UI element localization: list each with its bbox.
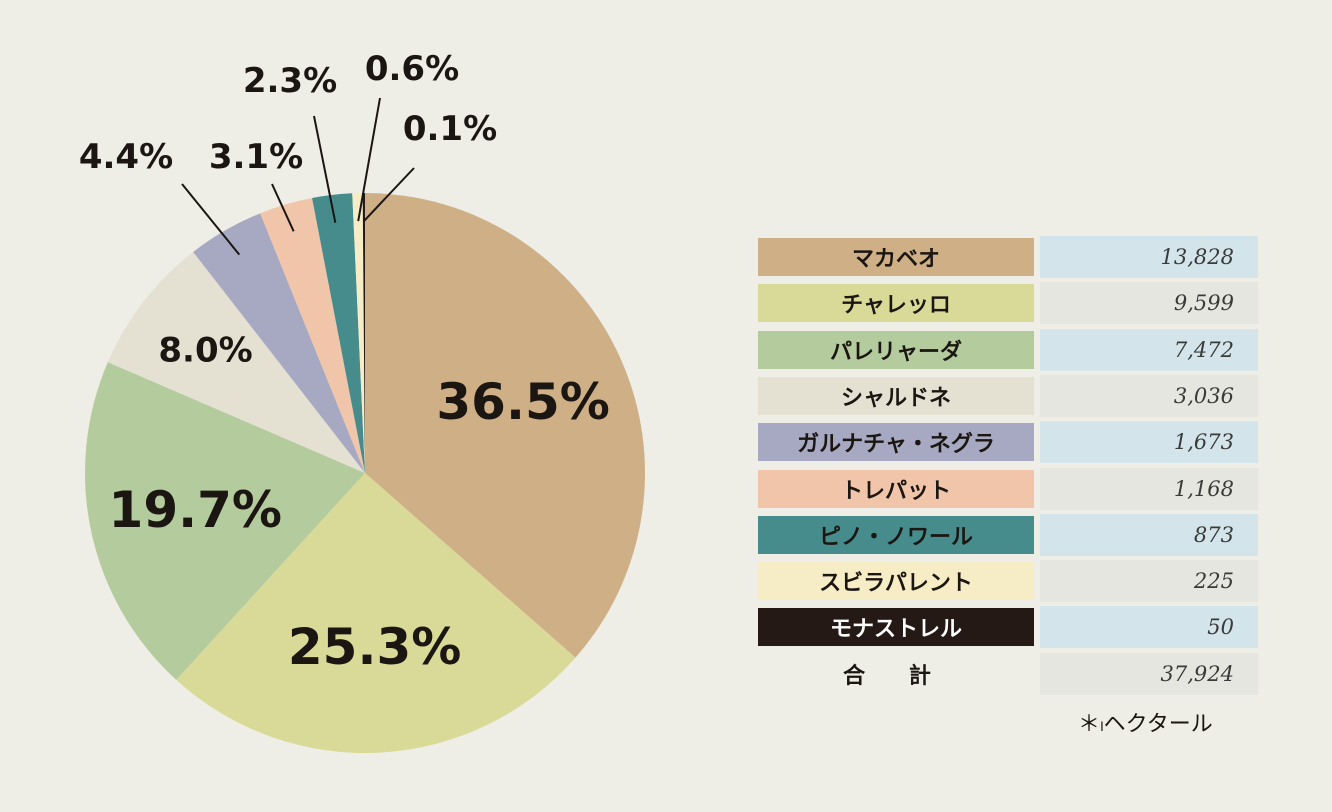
pie-percent-label-3: 19.7% <box>109 481 282 539</box>
legend-value: 3,036 <box>1040 374 1258 417</box>
legend-label: シャルドネ <box>758 376 1034 415</box>
pie-leader-line-7 <box>313 115 337 223</box>
pie-percent-labels: 36.5% 25.3% 19.7% 8.0% 4.4% 3.1% 2.3% 0.6% 0.1% <box>79 49 610 676</box>
pie-slice-2 <box>176 473 576 753</box>
pie-slice-5 <box>193 213 365 473</box>
legend-row: ガルナチャ・ネグラ 1,673 <box>758 421 1258 464</box>
pie-percent-label-9: 0.1% <box>403 109 497 149</box>
pie-chart: 36.5% 25.3% 19.7% 8.0% 4.4% 3.1% 2.3% 0.6% 0.1% <box>79 49 645 753</box>
pie-slice-7 <box>312 193 365 473</box>
legend-row: チャレッロ 9,599 <box>758 282 1258 325</box>
legend-value: 9,599 <box>1040 282 1258 325</box>
legend-total-row: 合 計 37,924 <box>758 652 1258 695</box>
legend-row: ピノ・ノワール 873 <box>758 513 1258 556</box>
legend-label: ガルナチャ・ネグラ <box>758 423 1034 462</box>
legend-value: 7,472 <box>1040 328 1258 371</box>
legend-label: ピノ・ノワール <box>758 515 1034 554</box>
pie-slice-9 <box>362 193 365 473</box>
pie-leader-line-5 <box>181 183 241 256</box>
legend-value: 1,673 <box>1040 421 1258 464</box>
pie-slice-6 <box>260 198 365 474</box>
pie-percent-label-8: 0.6% <box>365 49 459 89</box>
legend-row: モナストレル 50 <box>758 606 1258 649</box>
legend-row: トレパット 1,168 <box>758 467 1258 510</box>
pie-leader-lines <box>181 97 415 256</box>
legend-value: 225 <box>1040 560 1258 603</box>
legend-label: パレリャーダ <box>758 330 1034 369</box>
pie-percent-label-6: 3.1% <box>209 137 303 177</box>
pie-slices <box>84 193 645 753</box>
legend-label: マカベオ <box>758 238 1034 276</box>
legend-value: 13,828 <box>1040 236 1258 278</box>
pie-percent-label-2: 25.3% <box>288 618 461 676</box>
pie-slice-4 <box>107 251 366 473</box>
unit-note: ＊ₗヘクタール <box>1078 712 1213 737</box>
legend-value: 50 <box>1040 606 1258 649</box>
legend-row: パレリャーダ 7,472 <box>758 328 1258 371</box>
legend-label: スビラパレント <box>758 562 1034 601</box>
pie-percent-label-4: 8.0% <box>158 331 252 371</box>
legend-value: 873 <box>1040 513 1258 556</box>
pie-percent-label-1: 36.5% <box>436 373 609 431</box>
total-label: 合 計 <box>843 663 949 689</box>
pie-slice-8 <box>352 193 365 473</box>
pie-percent-label-5: 4.4% <box>79 137 173 177</box>
legend-row: シャルドネ 3,036 <box>758 374 1258 417</box>
legend-label: モナストレル <box>758 608 1034 647</box>
pie-leader-line-6 <box>271 183 295 232</box>
legend-label: トレパット <box>758 469 1034 508</box>
legend-value: 1,168 <box>1040 467 1258 510</box>
legend-label: チャレッロ <box>758 284 1034 323</box>
pie-slice-3 <box>84 362 366 680</box>
pie-leader-line-9 <box>363 167 415 222</box>
legend-row: マカベオ 13,828 <box>758 236 1258 278</box>
pie-percent-label-7: 2.3% <box>243 61 337 101</box>
pie-leader-line-8 <box>357 97 381 222</box>
total-value: 37,924 <box>1040 652 1258 695</box>
pie-slice-1 <box>365 193 645 658</box>
legend-row: スビラパレント 225 <box>758 560 1258 603</box>
